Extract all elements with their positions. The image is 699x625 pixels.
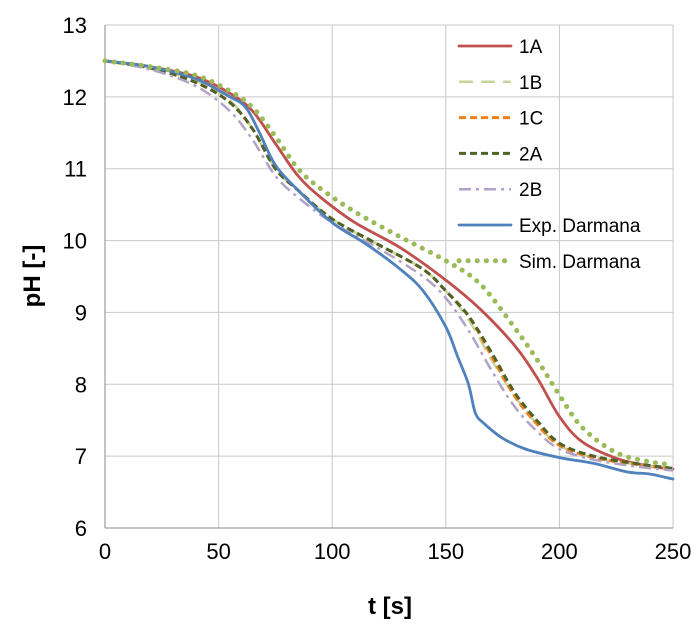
y-tick-label: 13 (63, 13, 87, 38)
y-axis-title: pH [-] (19, 245, 46, 308)
x-tick-label: 100 (314, 539, 351, 564)
x-tick-label: 200 (541, 539, 578, 564)
series-line-6 (102, 58, 676, 468)
series-lines (102, 58, 676, 481)
x-axis-title: t [s] (368, 593, 412, 620)
legend-label: Exp. Darmana (519, 216, 641, 237)
series-line-5 (103, 59, 675, 481)
legend-label: 1B (519, 73, 542, 94)
y-tick-label: 7 (75, 444, 87, 469)
y-tick-label: 11 (64, 157, 87, 182)
y-tick-label: 10 (63, 229, 87, 254)
x-tick-label: 50 (206, 539, 230, 564)
y-tick-label: 6 (75, 516, 87, 541)
legend-label: 1C (519, 109, 543, 130)
grid-lines (104, 24, 674, 529)
x-tick-label: 150 (427, 539, 464, 564)
legend-label: 2B (519, 180, 542, 201)
x-tick-label: 0 (99, 539, 111, 564)
tick-labels: 0 50 100 150 200 250 6 7 8 9 10 11 12 13 (63, 13, 692, 564)
y-tick-label: 9 (75, 300, 87, 325)
x-tick-label: 250 (655, 539, 692, 564)
series-line-4 (104, 59, 674, 472)
y-tick-label: 12 (63, 85, 87, 110)
legend-label: 1A (519, 37, 543, 58)
series-line-0 (103, 59, 675, 471)
legend: 1A 1B 1C 2A 2B Exp. Darmana Sim. Darmana (456, 37, 641, 273)
series-line-3 (104, 59, 674, 470)
y-tick-label: 8 (75, 372, 87, 397)
legend-label: 2A (519, 144, 543, 165)
legend-label: Sim. Darmana (519, 252, 641, 273)
